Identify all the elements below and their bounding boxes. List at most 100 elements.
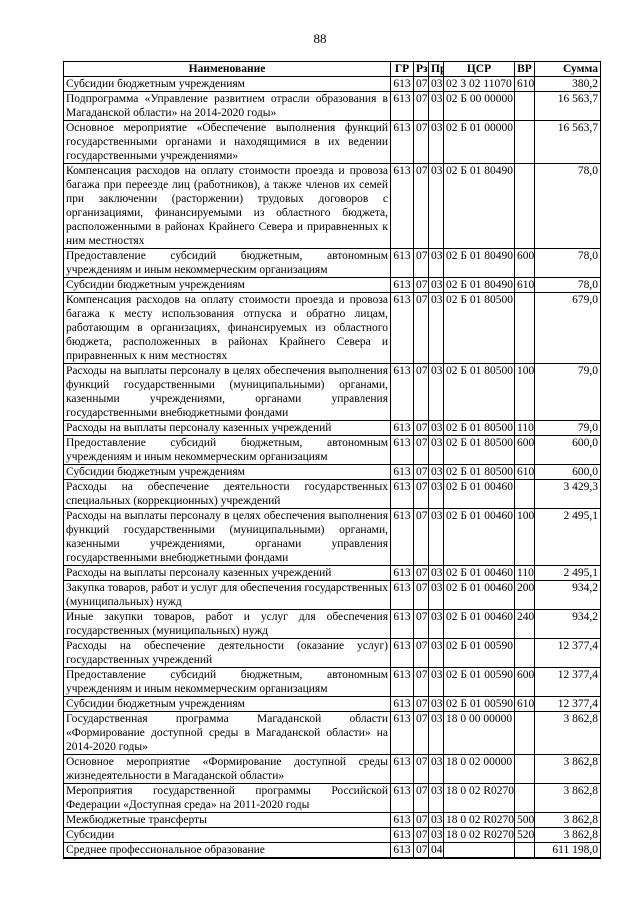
row-pr-code: 03 [428, 638, 444, 668]
row-name: Расходы на выплаты персоналу в целях обе… [63, 363, 391, 421]
row-gr-code: 613 [390, 696, 414, 712]
row-gr-code: 613 [390, 435, 414, 465]
row-name: Предоставление субсидий бюджетным, автон… [63, 248, 391, 278]
table-row: Мероприятия государственной программы Ро… [63, 783, 601, 813]
row-name: Расходы на выплаты персоналу в целях обе… [63, 508, 391, 566]
row-vr-code [514, 754, 535, 784]
table-row: Расходы на обеспечение деятельности госу… [63, 479, 601, 509]
row-pr-code: 04 [428, 842, 444, 859]
row-name: Основное мероприятие «Формирование досту… [63, 754, 391, 784]
row-pr-code: 03 [428, 163, 444, 249]
row-gr-code: 613 [390, 120, 414, 164]
row-vr-code [514, 842, 535, 859]
row-sum-value: 3 429,3 [534, 479, 601, 509]
table-row: Расходы на выплаты персоналу в целях обе… [63, 508, 601, 566]
row-gr-code: 613 [390, 76, 414, 92]
row-rz-code: 07 [413, 580, 429, 610]
row-csr-code: 02 Б 01 80500 [443, 420, 515, 436]
column-header-rz: Рз [413, 61, 429, 77]
row-name: Компенсация расходов на оплату стоимости… [63, 292, 391, 364]
row-name: Предоставление субсидий бюджетным, автон… [63, 667, 391, 697]
row-rz-code: 07 [413, 609, 429, 639]
row-rz-code: 07 [413, 420, 429, 436]
row-sum-value: 3 862,8 [534, 783, 601, 813]
row-gr-code: 613 [390, 277, 414, 293]
row-pr-code: 03 [428, 91, 444, 121]
row-csr-code: 02 Б 01 80490 [443, 277, 515, 293]
row-vr-code: 600 [514, 435, 535, 465]
row-csr-code: 02 Б 01 00460 [443, 565, 515, 581]
row-pr-code: 03 [428, 667, 444, 697]
document-page: 88 Наименование ГР Рз Пр ЦСР ВР Сумма Су… [63, 31, 601, 859]
table-row: Закупка товаров, работ и услуг для обесп… [63, 580, 601, 610]
row-pr-code: 03 [428, 711, 444, 755]
row-name: Расходы на выплаты персоналу казенных уч… [63, 565, 391, 581]
row-name: Межбюджетные трансферты [63, 812, 391, 828]
row-vr-code: 500 [514, 812, 535, 828]
row-name: Субсидии бюджетным учреждениям [63, 277, 391, 293]
row-csr-code: 18 0 02 R0270 [443, 827, 515, 843]
row-csr-code: 18 0 00 00000 [443, 711, 515, 755]
row-gr-code: 613 [390, 638, 414, 668]
row-rz-code: 07 [413, 638, 429, 668]
row-vr-code [514, 292, 535, 364]
column-header-pr: Пр [428, 61, 444, 77]
row-csr-code: 18 0 02 R0270 [443, 783, 515, 813]
row-vr-code [514, 711, 535, 755]
table-row: Межбюджетные трансферты 613 07 03 18 0 02 R0… [63, 812, 601, 828]
row-gr-code: 613 [390, 827, 414, 843]
row-pr-code: 03 [428, 565, 444, 581]
row-csr-code: 02 Б 01 80500 [443, 435, 515, 465]
row-csr-code: 02 Б 01 00460 [443, 479, 515, 509]
header-row: Наименование ГР Рз Пр ЦСР ВР Сумма [63, 61, 601, 77]
row-vr-code: 110 [514, 565, 535, 581]
row-rz-code: 07 [413, 696, 429, 712]
table-row: Основное мероприятие «Обеспечение выполн… [63, 120, 601, 164]
row-csr-code: 18 0 02 R0270 [443, 812, 515, 828]
row-rz-code: 07 [413, 508, 429, 566]
table-row: Компенсация расходов на оплату стоимости… [63, 292, 601, 364]
row-name: Предоставление субсидий бюджетным, автон… [63, 435, 391, 465]
row-sum-value: 79,0 [534, 363, 601, 421]
row-rz-code: 07 [413, 667, 429, 697]
row-name: Подпрограмма «Управление развитием отрас… [63, 91, 391, 121]
row-rz-code: 07 [413, 277, 429, 293]
row-pr-code: 03 [428, 277, 444, 293]
row-gr-code: 613 [390, 91, 414, 121]
table-row: Расходы на выплаты персоналу в целях обе… [63, 363, 601, 421]
row-csr-code: 02 Б 01 80490 [443, 163, 515, 249]
table-row: Предоставление субсидий бюджетным, автон… [63, 435, 601, 465]
row-vr-code: 600 [514, 248, 535, 278]
row-rz-code: 07 [413, 292, 429, 364]
row-name: Среднее профессиональное образование [63, 842, 391, 859]
row-sum-value: 3 862,8 [534, 711, 601, 755]
row-csr-code: 02 Б 01 80500 [443, 464, 515, 480]
row-csr-code: 02 Б 01 00460 [443, 508, 515, 566]
table-row: Государственная программа Магаданской об… [63, 711, 601, 755]
row-vr-code: 200 [514, 580, 535, 610]
table-row: Подпрограмма «Управление развитием отрас… [63, 91, 601, 121]
row-name: Субсидии [63, 827, 391, 843]
row-sum-value: 78,0 [534, 277, 601, 293]
row-name: Субсидии бюджетным учреждениям [63, 76, 391, 92]
row-pr-code: 03 [428, 580, 444, 610]
row-gr-code: 613 [390, 292, 414, 364]
column-header-sum: Сумма [534, 61, 601, 77]
row-vr-code [514, 783, 535, 813]
row-sum-value: 380,2 [534, 76, 601, 92]
row-pr-code: 03 [428, 827, 444, 843]
row-gr-code: 613 [390, 363, 414, 421]
row-vr-code: 610 [514, 696, 535, 712]
row-name: Субсидии бюджетным учреждениям [63, 464, 391, 480]
column-header-vr: ВР [514, 61, 535, 77]
row-vr-code: 610 [514, 76, 535, 92]
row-gr-code: 613 [390, 667, 414, 697]
row-rz-code: 07 [413, 464, 429, 480]
row-rz-code: 07 [413, 248, 429, 278]
row-sum-value: 2 495,1 [534, 565, 601, 581]
row-sum-value: 12 377,4 [534, 667, 601, 697]
row-gr-code: 613 [390, 842, 414, 859]
row-pr-code: 03 [428, 363, 444, 421]
row-rz-code: 07 [413, 363, 429, 421]
row-rz-code: 07 [413, 435, 429, 465]
